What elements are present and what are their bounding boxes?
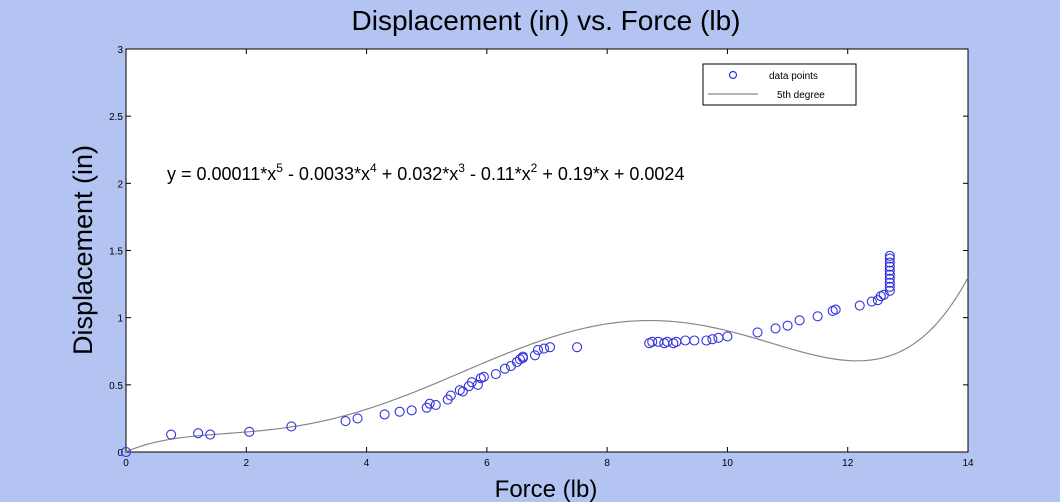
data-point xyxy=(406,405,417,416)
equation-part: y = 0.00011*x xyxy=(167,164,276,184)
data-point xyxy=(884,250,895,261)
fit-curve-5th-degree xyxy=(125,277,969,453)
x-tick-label: 14 xyxy=(962,458,974,469)
data-point xyxy=(782,320,793,331)
legend-label-data-points: data points xyxy=(769,71,818,82)
data-point xyxy=(794,315,805,326)
data-point xyxy=(466,377,477,388)
legend-box xyxy=(702,63,857,106)
data-point xyxy=(884,281,895,292)
fit-curve-layer xyxy=(125,277,969,453)
data-point xyxy=(752,327,763,338)
x-axis-label: Force (lb) xyxy=(495,476,598,502)
x-tick-label: 4 xyxy=(364,458,370,469)
data-point xyxy=(812,311,823,322)
equation-annotation: y = 0.00011*x5 - 0.0033*x4 + 0.032*x3 - … xyxy=(167,161,684,184)
data-point xyxy=(499,363,510,374)
y-tick-label: 2.5 xyxy=(109,112,123,123)
data-point xyxy=(884,277,895,288)
y-tick-label: 0 xyxy=(117,448,123,459)
y-axis-label: Displacement (in) xyxy=(68,145,98,355)
data-point xyxy=(647,336,658,347)
equation-part: + 0.19*x + 0.0024 xyxy=(537,164,684,184)
data-point xyxy=(244,426,255,437)
data-point xyxy=(722,331,733,342)
data-point xyxy=(707,334,718,345)
data-point xyxy=(538,343,550,354)
data-point xyxy=(544,342,556,353)
x-tick-label: 8 xyxy=(604,458,610,469)
data-point xyxy=(286,421,297,432)
y-tick-label: 2 xyxy=(117,179,123,190)
data-point xyxy=(770,323,781,334)
legend-label-5th-degree: 5th degree xyxy=(777,90,825,101)
data-point xyxy=(424,398,435,409)
data-point xyxy=(193,428,204,439)
data-point xyxy=(352,413,363,424)
x-tick-label: 0 xyxy=(123,458,129,469)
data-point xyxy=(430,399,441,411)
data-point xyxy=(340,416,351,427)
data-point xyxy=(701,335,712,346)
data-point xyxy=(854,300,865,311)
data-point xyxy=(866,296,877,307)
axis-ticks: 0 2 4 6 8 10 12 14 0 0.5 1 1.5 2 2.5 3 xyxy=(109,45,974,469)
data-point xyxy=(120,446,132,458)
data-point xyxy=(884,261,895,272)
data-point xyxy=(478,371,489,382)
y-tick-label: 0.5 xyxy=(109,381,123,392)
data-point xyxy=(689,335,700,346)
data-points-layer xyxy=(120,250,895,458)
data-point xyxy=(445,390,456,401)
y-tick-label: 1.5 xyxy=(109,247,123,258)
x-tick-label: 6 xyxy=(484,458,490,469)
equation-exponent: 2 xyxy=(531,161,538,175)
data-point xyxy=(394,406,405,417)
data-point xyxy=(884,253,895,264)
y-tick-label: 3 xyxy=(117,45,123,56)
data-point xyxy=(529,350,541,361)
y-tick-label: 1 xyxy=(117,314,123,325)
data-point xyxy=(884,265,895,276)
data-point xyxy=(517,351,528,362)
equation-part: + 0.032*x xyxy=(377,164,459,184)
equation-part: - 0.0033*x xyxy=(283,164,370,184)
legend: data points 5th degree xyxy=(702,63,857,106)
data-point xyxy=(490,369,501,380)
chart-title: Displacement (in) vs. Force (lb) xyxy=(352,5,741,36)
equation-exponent: 5 xyxy=(276,161,283,175)
data-point xyxy=(166,429,177,440)
data-point xyxy=(830,304,841,315)
x-tick-label: 10 xyxy=(722,458,734,469)
data-point xyxy=(884,285,895,296)
data-point xyxy=(532,344,544,355)
plot-area xyxy=(125,48,969,453)
data-point xyxy=(572,342,583,353)
x-tick-label: 12 xyxy=(842,458,854,469)
equation-exponent: 3 xyxy=(458,161,465,175)
data-point xyxy=(205,429,216,440)
equation-exponent: 4 xyxy=(370,161,377,175)
data-point xyxy=(884,269,895,280)
x-tick-label: 2 xyxy=(244,458,250,469)
equation-part: - 0.11*x xyxy=(465,164,531,184)
data-point xyxy=(884,257,895,268)
data-point xyxy=(884,273,895,284)
data-point xyxy=(472,379,483,390)
data-point xyxy=(457,386,468,397)
data-point xyxy=(379,409,390,420)
legend-marker-data-points xyxy=(728,70,738,80)
